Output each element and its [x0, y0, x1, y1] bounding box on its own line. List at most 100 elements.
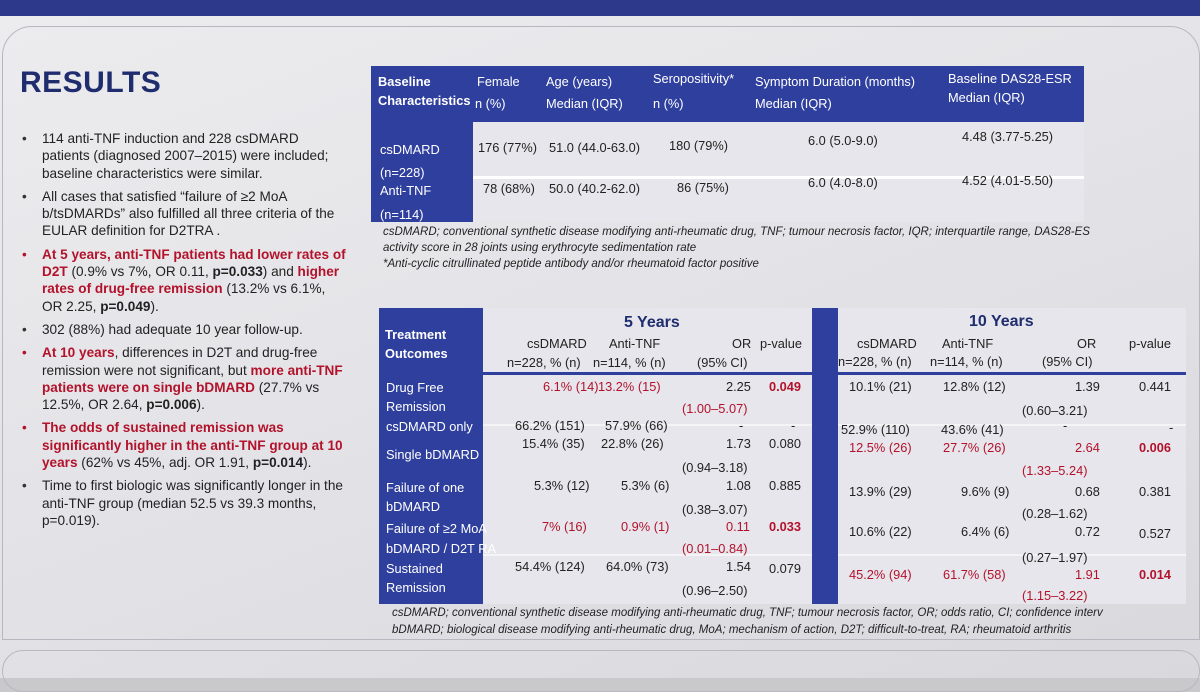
- bullet-text: ).: [303, 455, 312, 471]
- cell-antitnf-10y: 27.7% (26): [943, 440, 1006, 455]
- cell-antitnf-5y: 5.3% (6): [621, 478, 670, 493]
- result-bullet: • 302 (88%) had adequate 10 year follow-u…: [16, 321, 346, 338]
- cell-ci-5y: (1.00–5.07): [682, 401, 748, 416]
- cell-antitnf-5y: 13.2% (15): [598, 379, 661, 394]
- bullet-text: The odds of sustained remission was sign…: [42, 420, 343, 471]
- col-csdmard-10y: csDMARD: [857, 336, 917, 351]
- row-label-failure-one: Failure of one: [386, 480, 465, 495]
- results-heading: RESULTS: [20, 66, 162, 99]
- table-year-divider: [812, 308, 838, 604]
- row-divider: [483, 424, 812, 426]
- bullet-text: All cases that satisfied “failure of ≥2 …: [42, 188, 335, 239]
- cell-or-5y: 1.08: [726, 478, 751, 493]
- cell-age: 51.0 (44.0-63.0): [549, 140, 641, 155]
- cell-das28: 4.48 (3.77-5.25): [962, 129, 1054, 144]
- cell-das28: 4.52 (4.01-5.50): [962, 173, 1054, 188]
- header-symptom-duration: Symptom Duration (months): [755, 74, 916, 89]
- cell-symptom: 6.0 (5.0-9.0): [808, 133, 878, 148]
- cell-symptom: 6.0 (4.0-8.0): [808, 175, 878, 190]
- poster-top-bar: [0, 0, 1200, 16]
- cell-ci-10y: (1.15–3.22): [1022, 588, 1088, 603]
- header-outcomes: Outcomes: [385, 346, 448, 361]
- cell-antitnf-5y: 64.0% (73): [606, 559, 669, 574]
- cell-csdmard-5y: 7% (16): [542, 519, 587, 534]
- cell-or-5y: -: [739, 418, 744, 433]
- bullet-text: ) and: [262, 264, 298, 280]
- header-female: Female: [477, 74, 520, 89]
- cell-pvalue-10y: 0.381: [1139, 484, 1172, 499]
- col-antitnf-10y: Anti-TNF: [942, 336, 994, 351]
- cell-csdmard-5y: 66.2% (151): [515, 418, 585, 433]
- cell-pvalue-5y: 0.079: [769, 561, 802, 576]
- baseline-footnote-3: *Anti-cyclic citrullinated peptide antib…: [383, 258, 759, 270]
- bullet-text: , differences in D2T and drug-free remis…: [42, 345, 318, 378]
- col-or-5y: OR: [732, 336, 752, 351]
- cell-antitnf-10y: 43.6% (41): [941, 422, 1004, 437]
- cell-csdmard-10y: 45.2% (94): [849, 567, 912, 582]
- row-label-failure-moa: Failure of ≥2 MoA: [386, 521, 487, 536]
- cell-antitnf-10y: 9.6% (9): [961, 484, 1010, 499]
- header-5-years: 5 Years: [624, 314, 680, 331]
- cell-pvalue-10y: -: [1169, 420, 1174, 435]
- cell-age: 50.0 (40.2-62.0): [549, 181, 641, 196]
- cell-antitnf-10y: 6.4% (6): [961, 524, 1010, 539]
- cell-ci-10y: (0.60–3.21): [1022, 403, 1088, 418]
- col-or-10y: OR: [1077, 336, 1097, 351]
- row-n-csdmard: (n=228): [380, 165, 425, 180]
- cell-antitnf-10y: 12.8% (12): [943, 379, 1006, 394]
- result-bullet: • At 10 years, differences in D2T and dru…: [16, 344, 346, 413]
- cell-ci-5y: (0.96–2.50): [682, 583, 748, 598]
- baseline-footnote-1: csDMARD; conventional synthetic disease …: [383, 226, 1090, 238]
- cell-antitnf-5y: 57.9% (66): [605, 418, 668, 433]
- header-das28: Baseline DAS28-ESR: [948, 71, 1072, 86]
- cell-pvalue-5y: 0.033: [769, 519, 802, 534]
- cell-or-5y: 1.73: [726, 436, 751, 451]
- header-age-unit: Median (IQR): [546, 96, 623, 111]
- cell-pvalue-10y: 0.527: [1139, 526, 1172, 541]
- next-panel-border: [2, 650, 1200, 692]
- result-bullet: • All cases that satisfied “failure of ≥2…: [16, 188, 346, 240]
- bullet-text: (0.9% vs 7%, OR 0.11,: [67, 264, 213, 280]
- sub-antitnf-5y: n=114, % (n): [593, 355, 666, 370]
- header-baseline: Baseline: [378, 74, 431, 89]
- row-n-antitnf: (n=114): [380, 207, 424, 222]
- cell-or-5y: 2.25: [726, 379, 751, 394]
- cell-female: 176 (77%): [478, 140, 538, 155]
- cell-or-5y: 0.11: [726, 519, 750, 534]
- col-pvalue-10y: p-value: [1129, 336, 1171, 351]
- cell-ci-10y: (0.27–1.97): [1022, 550, 1088, 565]
- sub-antitnf-10y: n=114, % (n): [930, 354, 1003, 369]
- bullet-marker: •: [22, 420, 27, 436]
- cell-csdmard-5y: 6.1% (14): [543, 379, 599, 394]
- cell-antitnf-5y: 0.9% (1): [621, 519, 670, 534]
- col-csdmard-5y: csDMARD: [527, 336, 587, 351]
- header-seropositivity: Seropositivity*: [653, 71, 735, 86]
- cell-or-10y: 0.68: [1075, 484, 1100, 499]
- bullet-text: ).: [150, 298, 159, 314]
- bullet-marker: •: [22, 345, 27, 361]
- cell-csdmard-5y: 5.3% (12): [534, 478, 590, 493]
- row-divider: [838, 554, 1186, 556]
- cell-ci-10y: (1.33–5.24): [1022, 463, 1088, 478]
- baseline-footnote-2: activity score in 28 joints using erythr…: [383, 242, 697, 254]
- row-label-sustained: Sustained: [386, 561, 443, 576]
- row-label-csdmard: csDMARD: [380, 142, 440, 157]
- cell-pvalue-5y: 0.885: [769, 478, 802, 493]
- cell-pvalue-5y: 0.049: [769, 379, 802, 394]
- cell-or-10y: 2.64: [1075, 440, 1100, 455]
- cell-ci-5y: (0.38–3.07): [682, 502, 748, 517]
- bullet-text: (13.2% vs 6.1%, OR 2.25,: [42, 281, 326, 314]
- bullet-text: p=0.033: [212, 264, 263, 280]
- row-label-csdmard-only: csDMARD only: [386, 419, 473, 434]
- cell-csdmard-10y: 12.5% (26): [849, 440, 912, 455]
- bullet-text: At 5 years, anti-TNF patients had lower …: [42, 246, 346, 280]
- outcomes-footnote-1: csDMARD; conventional synthetic disease …: [392, 607, 1103, 619]
- header-characteristics: Characteristics: [378, 93, 471, 108]
- row-divider: [838, 424, 1186, 426]
- bullet-text: (27.7% vs 12.5%, OR 2.64,: [42, 379, 320, 413]
- cell-csdmard-10y: 10.1% (21): [849, 379, 912, 394]
- header-symptom-unit: Median (IQR): [755, 96, 832, 111]
- row-divider: [483, 554, 812, 556]
- row-label-drug-free: Drug Free: [386, 380, 444, 395]
- results-bullet-list: • 114 anti-TNF induction and 228 csDMARD …: [16, 130, 346, 535]
